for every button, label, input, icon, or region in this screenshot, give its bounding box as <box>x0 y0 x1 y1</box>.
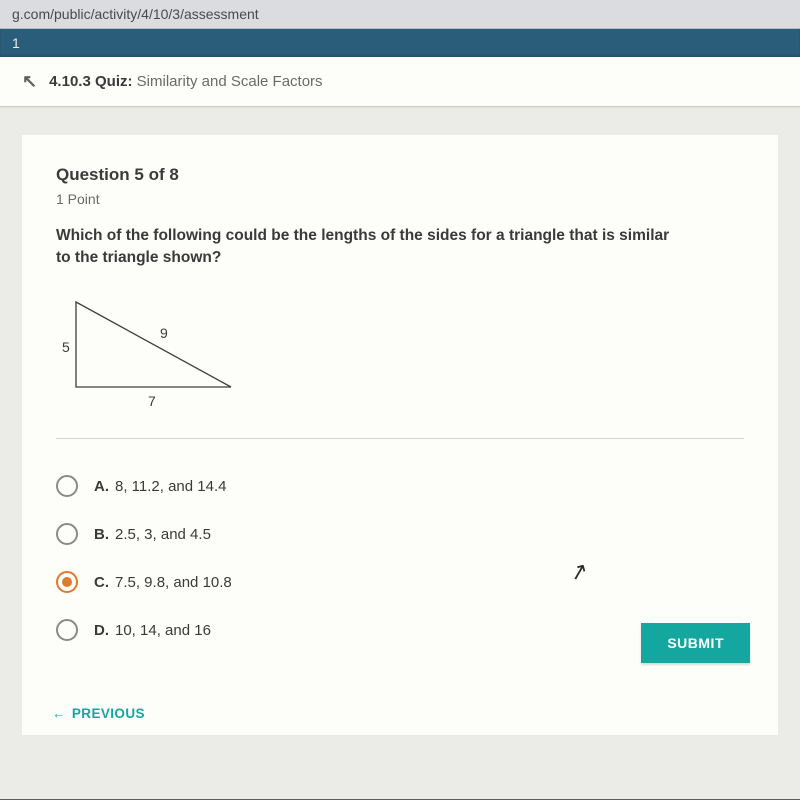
divider <box>56 438 744 439</box>
quiz-title-text: Similarity and Scale Factors <box>137 73 323 90</box>
question-card: Question 5 of 8 1 Point Which of the fol… <box>22 135 778 735</box>
url-text: g.com/public/activity/4/10/3/assessment <box>12 6 259 22</box>
radio-button[interactable] <box>56 571 78 593</box>
radio-button[interactable] <box>56 475 78 497</box>
address-bar[interactable]: g.com/public/activity/4/10/3/assessment <box>0 0 800 29</box>
back-arrow-icon[interactable]: ↖ <box>22 71 37 92</box>
previous-button[interactable]: ← PREVIOUS <box>52 706 145 721</box>
option-body: 10, 14, and 16 <box>115 622 211 639</box>
option-text: D. 10, 14, and 16 <box>94 622 211 639</box>
option-text: C. 7.5, 9.8, and 10.8 <box>94 574 232 591</box>
quiz-header: ↖ 4.10.3 Quiz: Similarity and Scale Fact… <box>0 57 800 107</box>
tab-strip: 1 <box>0 29 800 57</box>
triangle-diagram: 5 9 7 <box>56 292 256 412</box>
option-letter: D. <box>94 622 109 639</box>
radio-button[interactable] <box>56 523 78 545</box>
triangle-side-bottom: 7 <box>148 393 156 409</box>
answer-option[interactable]: A. 8, 11.2, and 14.4 <box>56 465 744 513</box>
quiz-label-prefix: Quiz: <box>95 73 133 90</box>
question-heading: Question 5 of 8 <box>56 165 744 185</box>
page-wrap: ↖ 4.10.3 Quiz: Similarity and Scale Fact… <box>0 57 800 799</box>
option-letter: B. <box>94 526 109 543</box>
tab-label[interactable]: 1 <box>12 35 20 51</box>
option-body: 2.5, 3, and 4.5 <box>115 526 211 543</box>
option-letter: A. <box>94 478 109 495</box>
answer-option[interactable]: C. 7.5, 9.8, and 10.8 <box>56 561 744 609</box>
option-body: 7.5, 9.8, and 10.8 <box>115 574 232 591</box>
answer-option[interactable]: B. 2.5, 3, and 4.5 <box>56 513 744 561</box>
triangle-side-left: 5 <box>62 339 70 355</box>
option-body: 8, 11.2, and 14.4 <box>115 478 226 495</box>
previous-label: PREVIOUS <box>72 706 145 721</box>
option-letter: C. <box>94 574 109 591</box>
question-points: 1 Point <box>56 191 744 207</box>
quiz-title-row: 4.10.3 Quiz: Similarity and Scale Factor… <box>49 73 322 90</box>
option-text: A. 8, 11.2, and 14.4 <box>94 478 226 495</box>
submit-button[interactable]: SUBMIT <box>641 623 750 663</box>
radio-button[interactable] <box>56 619 78 641</box>
quiz-number: 4.10.3 <box>49 73 91 90</box>
triangle-side-hyp: 9 <box>160 325 168 341</box>
option-text: B. 2.5, 3, and 4.5 <box>94 526 211 543</box>
arrow-left-icon: ← <box>52 706 66 721</box>
question-prompt: Which of the following could be the leng… <box>56 225 676 268</box>
